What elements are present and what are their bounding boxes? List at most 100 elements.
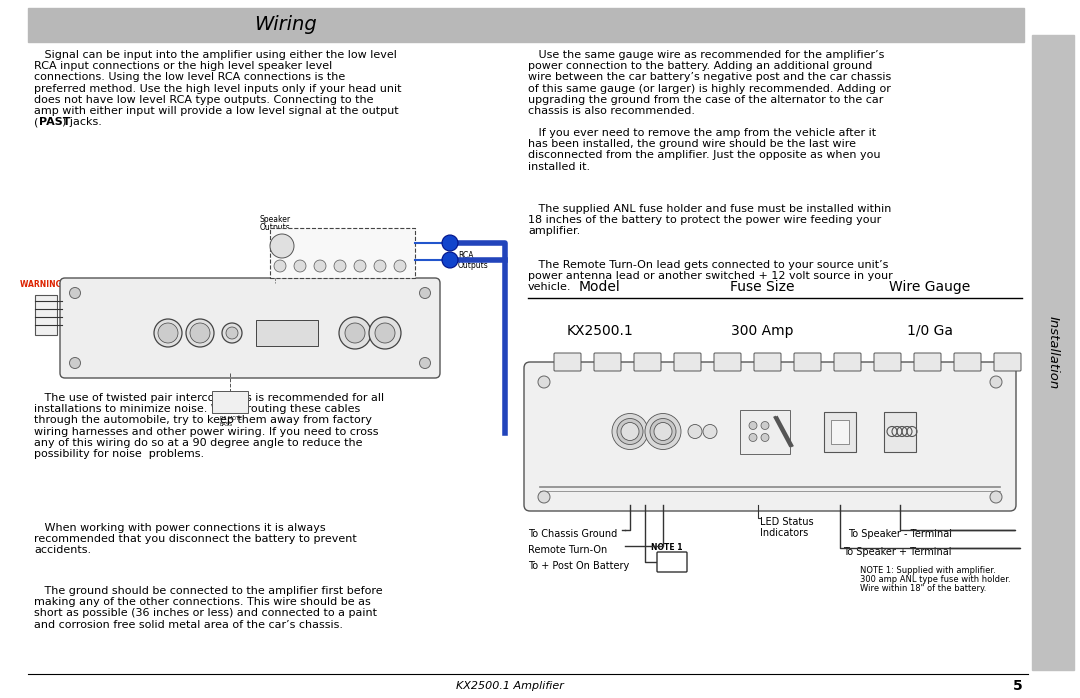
Circle shape [374, 260, 386, 272]
Text: making any of the other connections. This wire should be as: making any of the other connections. Thi… [33, 597, 370, 607]
Text: The ground should be connected to the amplifier first before: The ground should be connected to the am… [33, 586, 382, 596]
Text: GND: GND [164, 294, 176, 299]
Text: recommended that you disconnect the battery to prevent: recommended that you disconnect the batt… [33, 534, 356, 544]
FancyBboxPatch shape [524, 362, 1016, 511]
Circle shape [750, 433, 757, 442]
Text: BASS: BASS [218, 401, 232, 406]
Text: KX - 2500.1: KX - 2500.1 [552, 398, 589, 403]
Text: wire between the car battery’s negative post and the car chassis: wire between the car battery’s negative … [528, 73, 891, 82]
FancyBboxPatch shape [60, 278, 440, 378]
Text: If you ever need to remove the amp from the vehicle after it: If you ever need to remove the amp from … [528, 128, 876, 138]
Circle shape [354, 260, 366, 272]
Circle shape [703, 424, 717, 438]
Text: When working with power connections it is always: When working with power connections it i… [33, 523, 326, 533]
Bar [35, 295, 57, 335]
Text: disconnected from the amplifier. Just the opposite as when you: disconnected from the amplifier. Just th… [528, 150, 880, 161]
FancyBboxPatch shape [914, 353, 941, 371]
Bar [28, 8, 1024, 42]
Circle shape [621, 422, 639, 440]
Text: REM: REM [654, 386, 666, 391]
Text: Left +: Left + [64, 290, 87, 299]
FancyBboxPatch shape [754, 353, 781, 371]
Text: The supplied ANL fuse holder and fuse must be installed within: The supplied ANL fuse holder and fuse mu… [528, 204, 891, 214]
Bar [256, 320, 318, 346]
Text: Wire within 18" of the battery.: Wire within 18" of the battery. [860, 584, 986, 593]
Text: installations to minimize noise. When routing these cables: installations to minimize noise. When ro… [33, 404, 361, 414]
Text: Speaker: Speaker [259, 215, 291, 224]
Circle shape [419, 357, 431, 369]
Text: through the automobile, try to keep them away from factory: through the automobile, try to keep them… [33, 415, 372, 425]
Text: wiring harnesses and other power wiring. If you need to cross: wiring harnesses and other power wiring.… [33, 426, 378, 437]
Circle shape [375, 323, 395, 343]
Circle shape [345, 323, 365, 343]
Circle shape [990, 376, 1002, 388]
Text: chassis is also recommended.: chassis is also recommended. [528, 106, 696, 116]
Text: Model: Model [579, 280, 621, 294]
Text: installed it.: installed it. [528, 162, 590, 172]
Bar [1032, 35, 1074, 670]
Text: REM: REM [194, 294, 205, 299]
Text: INPUT: INPUT [280, 329, 295, 334]
Text: KX2500.1: KX2500.1 [567, 324, 633, 338]
Text: Right -: Right - [64, 306, 90, 315]
Text: (: ( [33, 117, 39, 127]
Text: SPEAKER+: SPEAKER+ [337, 293, 363, 298]
Circle shape [190, 323, 210, 343]
Text: FUSE: FUSE [660, 558, 684, 567]
Circle shape [761, 433, 769, 442]
Text: power antenna lead or another switched + 12 volt source in your: power antenna lead or another switched +… [528, 272, 893, 281]
Text: SOURCE UNIT: SOURCE UNIT [314, 251, 366, 260]
Circle shape [154, 319, 183, 347]
Text: 5: 5 [1013, 679, 1023, 693]
Text: +12V: +12V [225, 294, 240, 299]
Text: possibility for noise  problems.: possibility for noise problems. [33, 449, 204, 459]
Text: WARNING-Use Only One...Never Both At The Same Time !!!: WARNING-Use Only One...Never Both At The… [19, 280, 274, 289]
Text: Fuse Size: Fuse Size [730, 280, 794, 294]
FancyBboxPatch shape [714, 353, 741, 371]
Text: accidents.: accidents. [33, 545, 91, 556]
Text: power connection to the battery. Adding an additional ground: power connection to the battery. Adding … [528, 61, 873, 71]
Text: OUTPUT: OUTPUT [276, 338, 298, 343]
Text: 300 Amp: 300 Amp [731, 324, 793, 338]
Text: connections. Using the low level RCA connections is the: connections. Using the low level RCA con… [33, 73, 346, 82]
Text: Use the same gauge wire as recommended for the amplifier’s: Use the same gauge wire as recommended f… [528, 50, 885, 60]
Text: has been installed, the ground wire should be the last wire: has been installed, the ground wire shou… [528, 139, 856, 149]
Bar [270, 228, 415, 278]
FancyBboxPatch shape [834, 353, 861, 371]
Circle shape [990, 491, 1002, 503]
Circle shape [369, 317, 401, 349]
FancyBboxPatch shape [594, 353, 621, 371]
Circle shape [334, 260, 346, 272]
Text: To Speaker - Terminal: To Speaker - Terminal [848, 529, 951, 539]
Circle shape [750, 422, 757, 429]
FancyBboxPatch shape [634, 353, 661, 371]
Circle shape [279, 321, 297, 339]
Text: Left -: Left - [64, 299, 83, 308]
Circle shape [294, 260, 306, 272]
Circle shape [297, 321, 315, 339]
Text: preferred method. Use the high level inputs only if your head unit: preferred method. Use the high level inp… [33, 84, 402, 94]
Text: GND: GND [629, 386, 642, 391]
Text: The Remote Turn-On lead gets connected to your source unit’s: The Remote Turn-On lead gets connected t… [528, 260, 889, 270]
Text: Wire Gauge: Wire Gauge [889, 280, 971, 294]
Circle shape [442, 252, 458, 268]
FancyBboxPatch shape [994, 353, 1021, 371]
Text: To Speaker + Terminal: To Speaker + Terminal [843, 547, 951, 557]
Text: Right +: Right + [64, 315, 93, 323]
Text: SPEAKER-: SPEAKER- [887, 386, 913, 391]
FancyBboxPatch shape [954, 353, 981, 371]
Text: To Chassis Ground: To Chassis Ground [528, 529, 618, 539]
Circle shape [270, 234, 294, 258]
Text: Signal can be input into the amplifier using either the low level: Signal can be input into the amplifier u… [33, 50, 396, 60]
Text: Remote Turn-On: Remote Turn-On [528, 545, 607, 555]
Text: Installation: Installation [1047, 316, 1059, 389]
Circle shape [222, 323, 242, 343]
Circle shape [650, 419, 676, 445]
Circle shape [69, 357, 81, 369]
Bar [824, 412, 856, 452]
Circle shape [339, 317, 372, 349]
Circle shape [761, 422, 769, 429]
Circle shape [419, 288, 431, 299]
Text: ) jacks.: ) jacks. [62, 117, 102, 127]
Text: 300 amp ANL type fuse with holder.: 300 amp ANL type fuse with holder. [860, 575, 1011, 584]
